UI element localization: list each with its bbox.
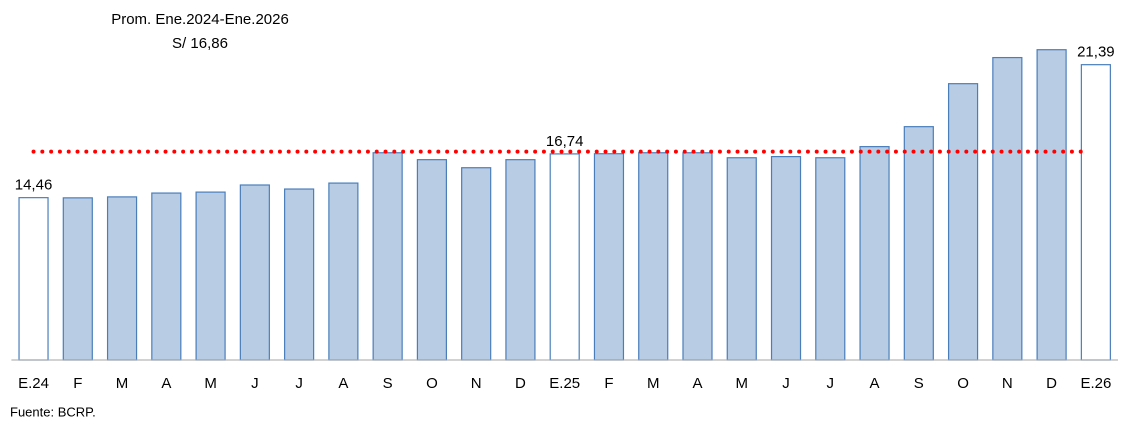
x-tick-label: M <box>204 375 217 392</box>
bar <box>416 159 448 361</box>
bar <box>195 191 226 361</box>
x-tick-label: A <box>338 375 348 392</box>
bar <box>1036 49 1067 361</box>
bar <box>62 197 93 361</box>
x-tick-label: E.24 <box>18 375 49 392</box>
source: Fuente: BCRP. <box>10 404 96 419</box>
x-tick-label: M <box>736 375 749 392</box>
x-tick-label: N <box>1002 375 1013 392</box>
x-tick-label: A <box>692 375 702 392</box>
value-label: 21,39 <box>1077 44 1115 61</box>
average-label: Prom. Ene.2024-Ene.2026 <box>111 11 289 28</box>
bar <box>682 152 713 361</box>
x-tick-label: S <box>914 375 924 392</box>
x-tick-label: E.26 <box>1080 375 1111 392</box>
bar <box>992 56 1023 361</box>
bar <box>770 155 802 361</box>
x-tick-label: M <box>116 375 129 392</box>
bar <box>372 152 403 361</box>
x-tick-label: A <box>161 375 171 392</box>
x-tick-label: S <box>383 375 393 392</box>
x-tick-label: J <box>295 375 303 392</box>
x-tick-label: A <box>870 375 880 392</box>
bar <box>1080 64 1111 361</box>
x-tick-label: O <box>426 375 438 392</box>
bar <box>151 192 182 361</box>
bar <box>947 83 979 361</box>
bar <box>106 196 138 361</box>
bar <box>859 146 890 361</box>
bar <box>505 159 536 361</box>
bar <box>18 197 49 361</box>
x-tick-label: M <box>647 375 660 392</box>
bar <box>461 167 492 361</box>
bar <box>638 152 669 361</box>
bar <box>903 126 934 361</box>
x-tick-label: D <box>515 375 526 392</box>
value-label: 16,74 <box>546 133 584 150</box>
bar <box>593 153 625 361</box>
x-tick-label: J <box>827 375 835 392</box>
x-tick-label: O <box>957 375 969 392</box>
x-tick-label: F <box>604 375 613 392</box>
bar <box>284 188 315 361</box>
value-label: 14,46 <box>15 177 53 194</box>
bar <box>726 157 757 361</box>
average-value-label: S/ 16,86 <box>172 35 228 52</box>
bar <box>239 184 270 361</box>
x-tick-label: J <box>782 375 790 392</box>
bar <box>815 157 846 361</box>
x-tick-label: N <box>471 375 482 392</box>
x-tick-label: J <box>251 375 259 392</box>
bar <box>328 182 359 361</box>
x-tick-label: F <box>73 375 82 392</box>
bar <box>549 153 580 361</box>
x-tick-label: E.25 <box>549 375 580 392</box>
x-tick-label: D <box>1046 375 1057 392</box>
